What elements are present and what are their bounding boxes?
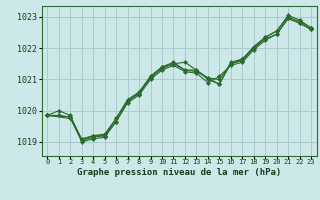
X-axis label: Graphe pression niveau de la mer (hPa): Graphe pression niveau de la mer (hPa) [77, 168, 281, 177]
